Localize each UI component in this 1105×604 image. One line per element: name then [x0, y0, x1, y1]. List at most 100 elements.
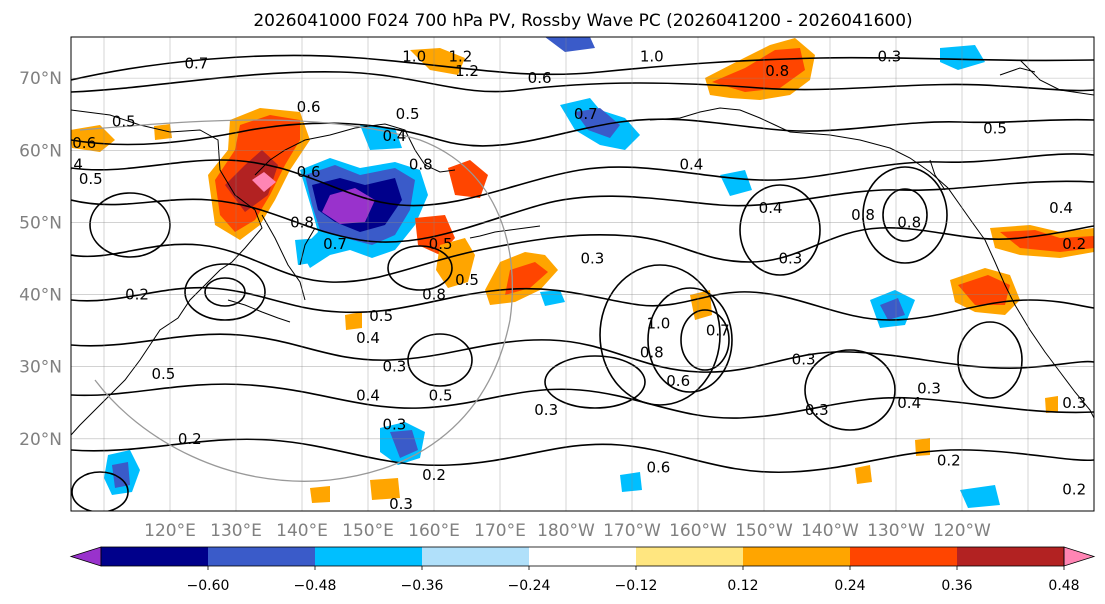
contour-label: 0.5: [369, 307, 393, 325]
contour-label: 0.5: [112, 112, 136, 130]
positive-anomaly-area: [855, 465, 872, 484]
latitude-tick-label: 70°N: [19, 69, 62, 89]
latitude-tick-label: 20°N: [19, 430, 62, 450]
longitude-tick-label: 140°E: [276, 521, 328, 541]
positive-anomaly-area: [252, 172, 276, 192]
longitude-tick-label: 170°W: [603, 521, 661, 541]
colorbar-tick-label: −0.24: [508, 578, 551, 594]
colorbar-tick-label: −0.12: [615, 578, 658, 594]
colorbar-segment: [743, 547, 850, 566]
contour-label: 0.6: [666, 372, 690, 390]
contour-label: 0.6: [72, 134, 96, 152]
contour-label: 0.4: [382, 127, 406, 145]
contour-labels: 0.7 1.0 1.21.21.0 0.30.60.70.80.60.40.50.50…: [59, 47, 1086, 511]
colorbar-segment: [101, 547, 208, 566]
negative-anomaly-area: [295, 238, 320, 265]
map-frame: [70, 36, 1095, 512]
contour-label: 0.8: [851, 206, 875, 224]
positive-anomaly-area: [410, 48, 465, 75]
colorbar-extend-low: [69, 546, 102, 567]
contour-label: 0.3: [778, 249, 802, 267]
negative-anomaly-area: [620, 472, 642, 492]
longitude-tick-label: 130°W: [867, 521, 925, 541]
contour-label: 0.7: [574, 105, 598, 123]
positive-anomaly-area: [448, 160, 488, 198]
contour-label: 0.4: [897, 394, 921, 412]
positive-anomaly-area: [505, 262, 548, 295]
longitude-tick-label: 160°E: [408, 521, 460, 541]
contour-label: 0.2: [125, 286, 149, 304]
colorbar-frame: [100, 546, 1065, 567]
colorbar-tick-label: −0.36: [401, 578, 444, 594]
longitude-tick-label: 180°W: [537, 521, 595, 541]
longitude-tick-label: 130°E: [210, 521, 262, 541]
contour-label: 0.4: [59, 156, 83, 174]
positive-anomaly-area: [1045, 396, 1058, 413]
contour-label: 0.2: [1062, 235, 1086, 253]
longitude-tick-label: 120°E: [144, 521, 196, 541]
contour-label: 0.4: [1049, 199, 1073, 217]
contour-label: 0.4: [356, 387, 380, 405]
negative-anomaly-area: [575, 108, 620, 138]
contour-label: 0.4: [356, 329, 380, 347]
colorbar: −0.60 −0.48 −0.36 −0.24 −0.12 0.12 0.24 0.36 0.4…: [69, 546, 1096, 594]
contour-label: 1.2: [448, 47, 472, 65]
contour-label: 0.6: [297, 163, 321, 181]
contour-label: 0.4: [759, 199, 783, 217]
contour-label: 1.0: [402, 47, 426, 65]
contour-label: 0.8: [640, 343, 664, 361]
negative-anomaly-area: [540, 290, 565, 306]
contour-label: 0.3: [534, 401, 558, 419]
contour-label: 0.8: [422, 286, 446, 304]
reference-arc: [79, 119, 513, 482]
contour-label: 0.5: [79, 170, 103, 188]
contour-label: 0.7: [184, 55, 208, 73]
latitude-tick-label: 40°N: [19, 286, 62, 306]
contour-label: 0.5: [983, 120, 1007, 138]
contour-label: 0.3: [805, 401, 829, 419]
positive-anomaly-area: [310, 486, 330, 503]
positive-anomaly-area: [1000, 230, 1094, 252]
negative-anomaly-area: [940, 45, 985, 70]
colorbar-tick-label: −0.60: [187, 578, 230, 594]
positive-anomaly-area: [370, 478, 400, 500]
colorbar-tick-label: 0.12: [727, 578, 758, 594]
contour-label: 0.5: [396, 105, 420, 123]
colorbar-extend-high: [1063, 546, 1096, 567]
contour-label: 0.6: [297, 98, 321, 116]
colorbar-segment: [208, 547, 315, 566]
contour-label: 0.7: [323, 235, 347, 253]
colorbar-tick-label: 0.36: [941, 578, 972, 594]
longitude-tick-label: 170°E: [474, 521, 526, 541]
contour-label: 0.3: [877, 47, 901, 65]
negative-anomaly-area: [390, 430, 418, 458]
positive-anomaly-area: [345, 312, 362, 330]
contour-label: 0.8: [409, 156, 433, 174]
figure-title: 2026041000 F024 700 hPa PV, Rossby Wave …: [253, 11, 912, 31]
longitude-labels: 120°E 130°E 140°E 150°E 160°E 170°E 180°W 170°W…: [144, 521, 991, 541]
positive-anomaly-area: [436, 238, 475, 288]
contour-label: 0.8: [765, 62, 789, 80]
longitude-tick-label: 160°W: [669, 521, 727, 541]
latitude-tick-label: 50°N: [19, 213, 62, 233]
contour-label: 1.0: [646, 314, 670, 332]
longitude-tick-label: 120°W: [933, 521, 991, 541]
lat-lon-grid: [71, 37, 1094, 511]
negative-anomaly-area: [960, 485, 1000, 508]
contour-label: 0.3: [382, 358, 406, 376]
contour-label: 0.8: [290, 213, 314, 231]
longitude-tick-label: 150°E: [342, 521, 394, 541]
map-panel: 0.7 1.0 1.21.21.0 0.30.60.70.80.60.40.50.50…: [59, 36, 1095, 512]
contour-label: 0.3: [917, 379, 941, 397]
contour-label: 0.6: [646, 459, 670, 477]
colorbar-segment: [957, 547, 1064, 566]
contour-label: 0.2: [422, 466, 446, 484]
longitude-tick-label: 150°W: [735, 521, 793, 541]
contour-label: 0.2: [178, 430, 202, 448]
negative-anomaly-area: [545, 37, 595, 52]
positive-anomaly-area: [154, 124, 172, 140]
colorbar-tick-label: 0.24: [834, 578, 865, 594]
contour-label: 0.2: [937, 451, 961, 469]
colorbar-segment: [315, 547, 422, 566]
pv-contours: [71, 54, 1094, 511]
